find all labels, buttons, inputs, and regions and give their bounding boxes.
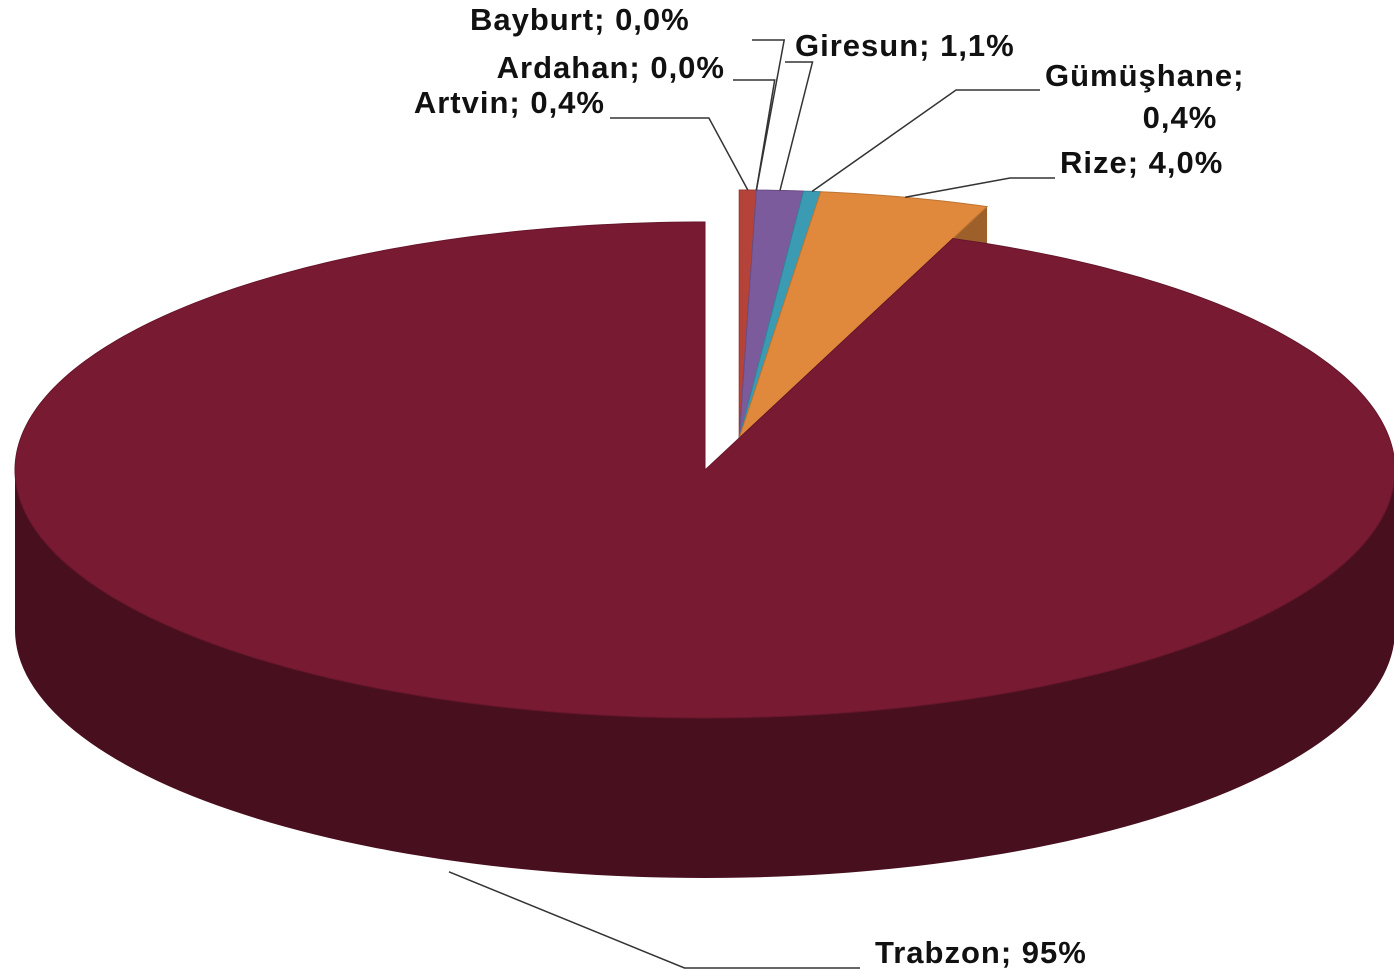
data-label: Rize; 4,0% [1060,145,1223,180]
data-label: Gümüşhane; 0,4% [1045,58,1244,135]
leader-line [811,89,1040,193]
slice-side [15,470,1394,878]
data-label: Ardahan; 0,0% [497,50,725,85]
leader-line [904,177,1055,199]
slice [14,221,1394,719]
leader-line [610,117,749,191]
leader-line [448,871,860,969]
data-label: Trabzon; 95% [875,935,1087,970]
data-label: Bayburt; 0,0% [470,2,690,37]
slice [738,191,989,439]
data-label: Giresun; 1,1% [795,28,1015,63]
leader-line [752,39,786,191]
leader-line [779,61,814,191]
data-label: Artvin; 0,4% [414,85,605,120]
